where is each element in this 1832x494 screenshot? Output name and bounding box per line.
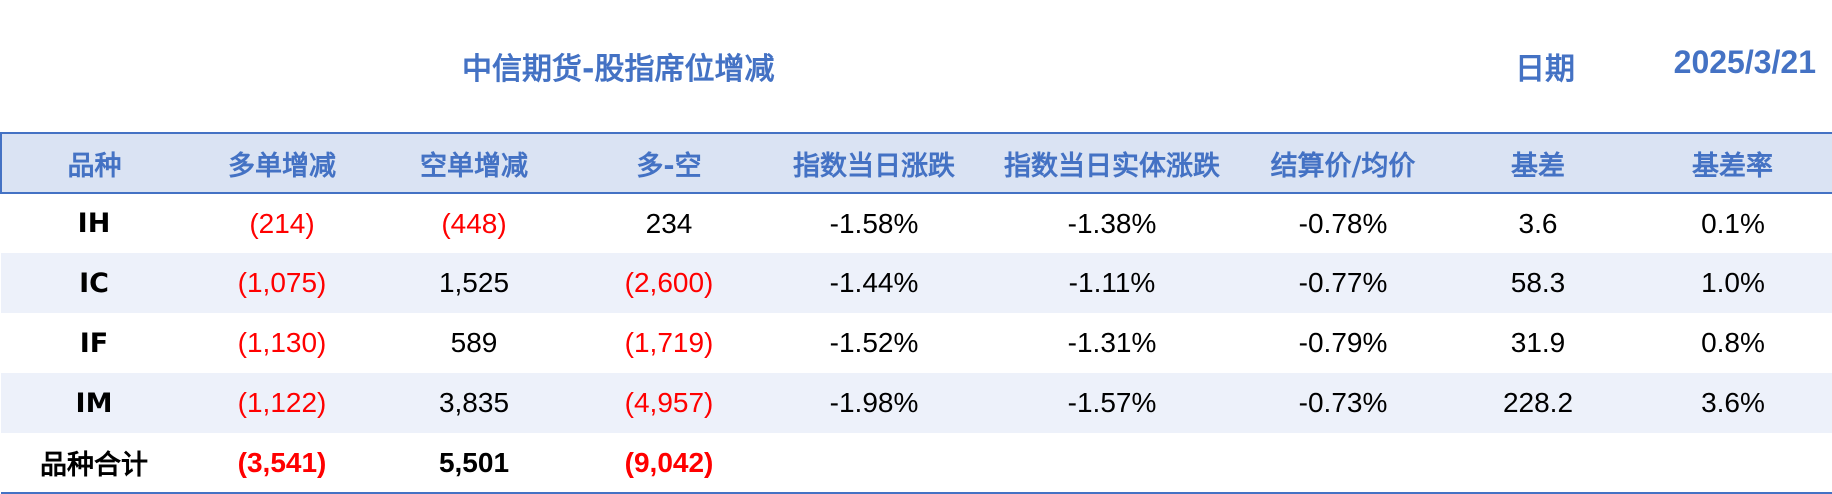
table-header-row: 品种 多单增减 空单增减 多-空 指数当日涨跌 指数当日实体涨跌 结算价/均价 … (0, 132, 1832, 194)
variety-code: IF (79, 327, 109, 359)
basis-rate: 0.1% (1701, 207, 1765, 239)
settle-avg: -0.73% (1298, 387, 1388, 418)
col-header-variety: 品种 (0, 132, 187, 194)
page-title: 中信期货-股指席位增减 (462, 52, 775, 87)
net-position: (1,719) (624, 327, 714, 358)
net-position: (2,600) (624, 267, 714, 298)
table-row: IF (1,130) 589 (1,719) -1.52% -1.31% -0.… (1, 313, 1832, 373)
col-header-short-change: 空单增减 (377, 132, 571, 194)
basis-rate: 3.6% (1701, 387, 1765, 418)
total-long-change: (3,541) (187, 433, 377, 494)
variety-code: IH (77, 208, 111, 239)
basis: 31.9 (1510, 327, 1566, 358)
long-change: (1,075) (237, 267, 327, 298)
settle-avg: -0.78% (1298, 207, 1388, 239)
col-header-basis: 基差 (1443, 132, 1633, 194)
col-header-index-body-change: 指数当日实体涨跌 (981, 132, 1243, 194)
net-position: 234 (645, 207, 693, 239)
table-row: IM (1,122) 3,835 (4,957) -1.98% -1.57% -… (1, 373, 1832, 433)
col-header-net: 多-空 (571, 132, 767, 194)
long-change: (1,122) (237, 387, 327, 418)
total-empty-cell (767, 433, 981, 494)
table-row: IC (1,075) 1,525 (2,600) -1.44% -1.11% -… (1, 253, 1832, 313)
col-header-index-change: 指数当日涨跌 (767, 132, 981, 194)
variety-code: IC (79, 267, 109, 299)
table-row: IH (214) (448) 234 -1.58% -1.38% -0.78% … (1, 193, 1832, 253)
index-change: -1.58% (829, 207, 919, 239)
basis-rate: 1.0% (1701, 267, 1765, 298)
total-label: 品种合计 (1, 433, 187, 494)
basis: 228.2 (1502, 387, 1574, 418)
position-table: 品种 多单增减 空单增减 多-空 指数当日涨跌 指数当日实体涨跌 结算价/均价 … (0, 132, 1832, 494)
short-change: 3,835 (438, 387, 510, 418)
settle-avg: -0.79% (1298, 327, 1388, 358)
variety-code: IM (75, 387, 113, 419)
index-change: -1.98% (829, 387, 919, 418)
index-change: -1.52% (829, 327, 919, 358)
index-body-change: -1.57% (1067, 387, 1157, 418)
basis: 3.6 (1518, 207, 1558, 239)
col-header-long-change: 多单增减 (187, 132, 377, 194)
short-change: (448) (441, 207, 507, 239)
basis: 58.3 (1510, 267, 1566, 298)
basis-rate: 0.8% (1701, 327, 1765, 358)
date-label: 日期 (1515, 52, 1575, 87)
total-net-position: (9,042) (571, 433, 767, 494)
index-body-change: -1.38% (1067, 207, 1157, 239)
long-change: (214) (249, 207, 315, 239)
date-value: 2025/3/21 (1673, 44, 1816, 80)
col-header-settle-avg: 结算价/均价 (1243, 132, 1443, 194)
total-empty-cell (1633, 433, 1832, 494)
net-position: (4,957) (624, 387, 714, 418)
table-total-row: 品种合计 (3,541) 5,501 (9,042) (1, 433, 1832, 494)
total-empty-cell (981, 433, 1243, 494)
total-empty-cell (1243, 433, 1443, 494)
total-empty-cell (1443, 433, 1633, 494)
index-change: -1.44% (829, 267, 919, 298)
index-body-change: -1.31% (1067, 327, 1157, 358)
settle-avg: -0.77% (1298, 267, 1388, 298)
col-header-basis-rate: 基差率 (1633, 132, 1832, 194)
index-body-change: -1.11% (1068, 267, 1156, 298)
total-short-change: 5,501 (377, 433, 571, 494)
short-change: 1,525 (438, 267, 510, 298)
short-change: 589 (450, 327, 498, 358)
long-change: (1,130) (237, 327, 327, 358)
